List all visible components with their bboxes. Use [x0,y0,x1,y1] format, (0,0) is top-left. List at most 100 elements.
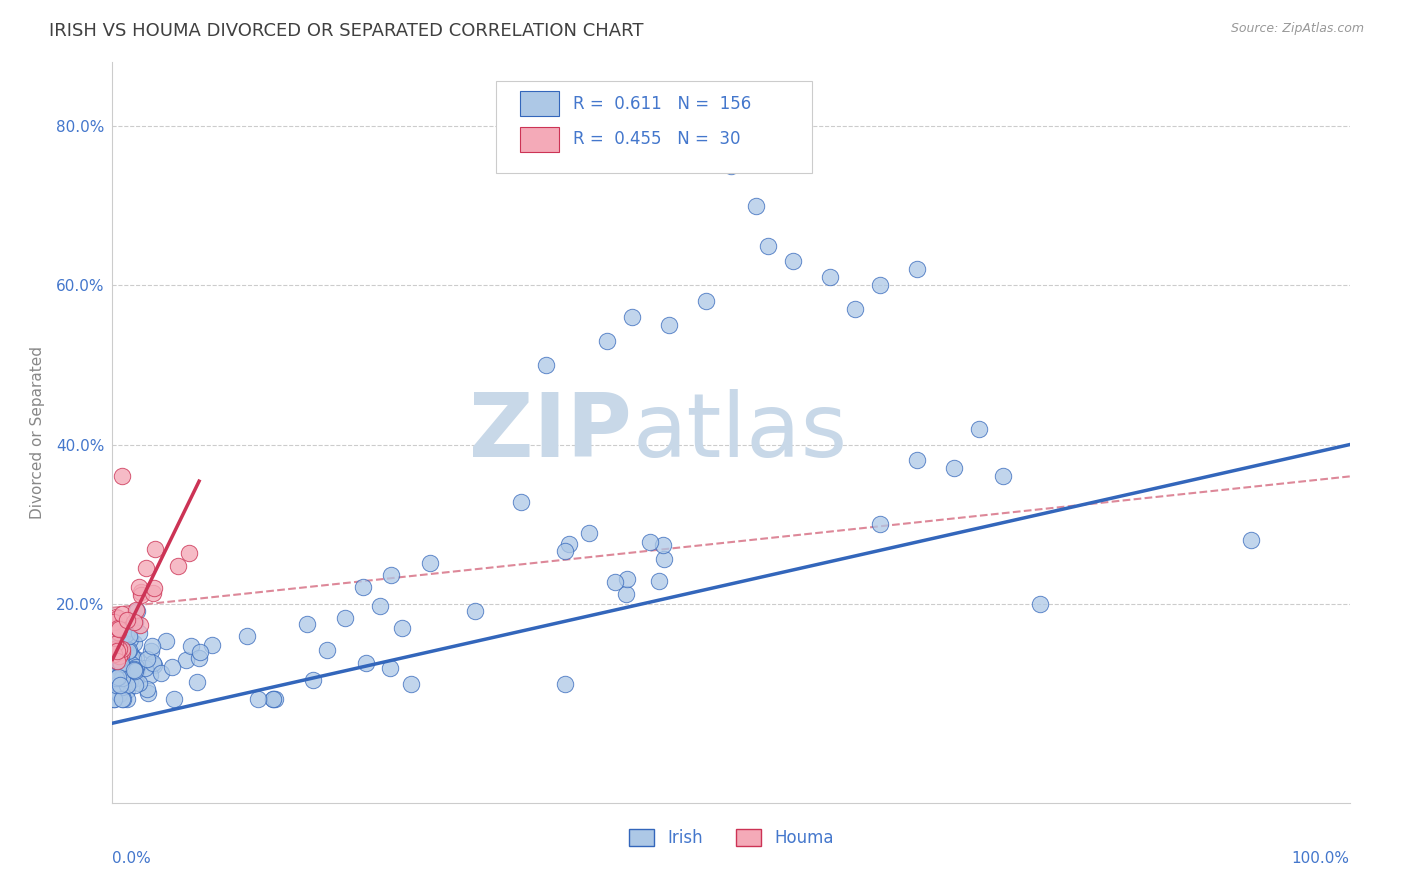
Point [128,618,150,632]
Point [128,675,150,690]
Point [186,674,208,689]
Point [356,656,378,670]
Point [942,461,965,475]
Point [201,639,224,653]
Point [105,610,128,624]
Point [111,644,134,658]
Point [554,677,576,691]
Text: Source: ZipAtlas.com: Source: ZipAtlas.com [1230,22,1364,36]
Point [905,262,928,277]
Point [125,663,148,677]
Point [262,692,284,706]
Point [108,686,131,700]
Point [103,631,125,645]
Point [118,643,141,657]
Point [967,422,990,436]
Point [180,639,202,653]
Point [534,358,557,372]
Point [115,613,138,627]
Point [141,639,163,653]
Point [108,652,131,666]
Point [117,644,139,658]
Point [745,199,768,213]
Point [125,659,148,673]
Point [166,559,188,574]
Point [510,495,533,509]
Point [818,270,841,285]
Legend: Irish, Houma: Irish, Houma [621,822,841,854]
Point [155,634,177,648]
Point [114,669,136,683]
Point [105,654,128,668]
Point [782,254,804,268]
Point [108,644,131,658]
Point [110,633,132,648]
Point [118,632,141,647]
Point [110,657,132,671]
Point [115,655,138,669]
Point [105,648,128,663]
Point [128,580,150,594]
Point [143,657,166,672]
Point [111,626,134,640]
Point [142,581,165,595]
Point [1029,597,1052,611]
Point [352,580,374,594]
Point [111,656,134,670]
Point [756,238,779,252]
Point [110,678,132,692]
Point [105,643,128,657]
Point [399,677,422,691]
Point [125,652,148,666]
Point [115,669,138,683]
Point [174,653,197,667]
Point [104,630,127,644]
Point [262,692,284,706]
Point [120,648,142,662]
Point [264,692,287,706]
Point [652,552,675,566]
FancyBboxPatch shape [520,127,560,152]
Point [114,648,136,662]
Point [596,334,619,348]
Point [869,278,891,293]
Point [120,657,142,671]
Point [129,588,152,602]
Point [111,607,134,621]
Text: atlas: atlas [633,389,848,476]
Y-axis label: Divorced or Separated: Divorced or Separated [30,346,45,519]
Point [118,655,141,669]
Point [108,679,131,693]
Point [118,673,141,688]
Point [103,647,125,661]
Point [142,586,165,600]
FancyBboxPatch shape [520,91,560,117]
Point [104,678,127,692]
Text: ZIP: ZIP [470,389,633,476]
Point [115,654,138,668]
Point [107,656,129,670]
Point [652,539,675,553]
Point [111,664,134,678]
Point [124,602,146,616]
Point [107,625,129,640]
Point [464,604,486,618]
Point [905,453,928,467]
Point [118,630,141,644]
Point [616,572,638,586]
Point [107,642,129,657]
Point [391,621,413,635]
Point [578,526,600,541]
Point [127,604,149,618]
Point [107,656,129,670]
Point [160,659,183,673]
Point [295,617,318,632]
Point [104,630,127,644]
Point [720,159,742,173]
Point [103,657,125,672]
Point [111,645,134,659]
Point [111,686,134,700]
Point [107,653,129,667]
Point [128,626,150,640]
Text: IRISH VS HOUMA DIVORCED OR SEPARATED CORRELATION CHART: IRISH VS HOUMA DIVORCED OR SEPARATED COR… [49,22,644,40]
